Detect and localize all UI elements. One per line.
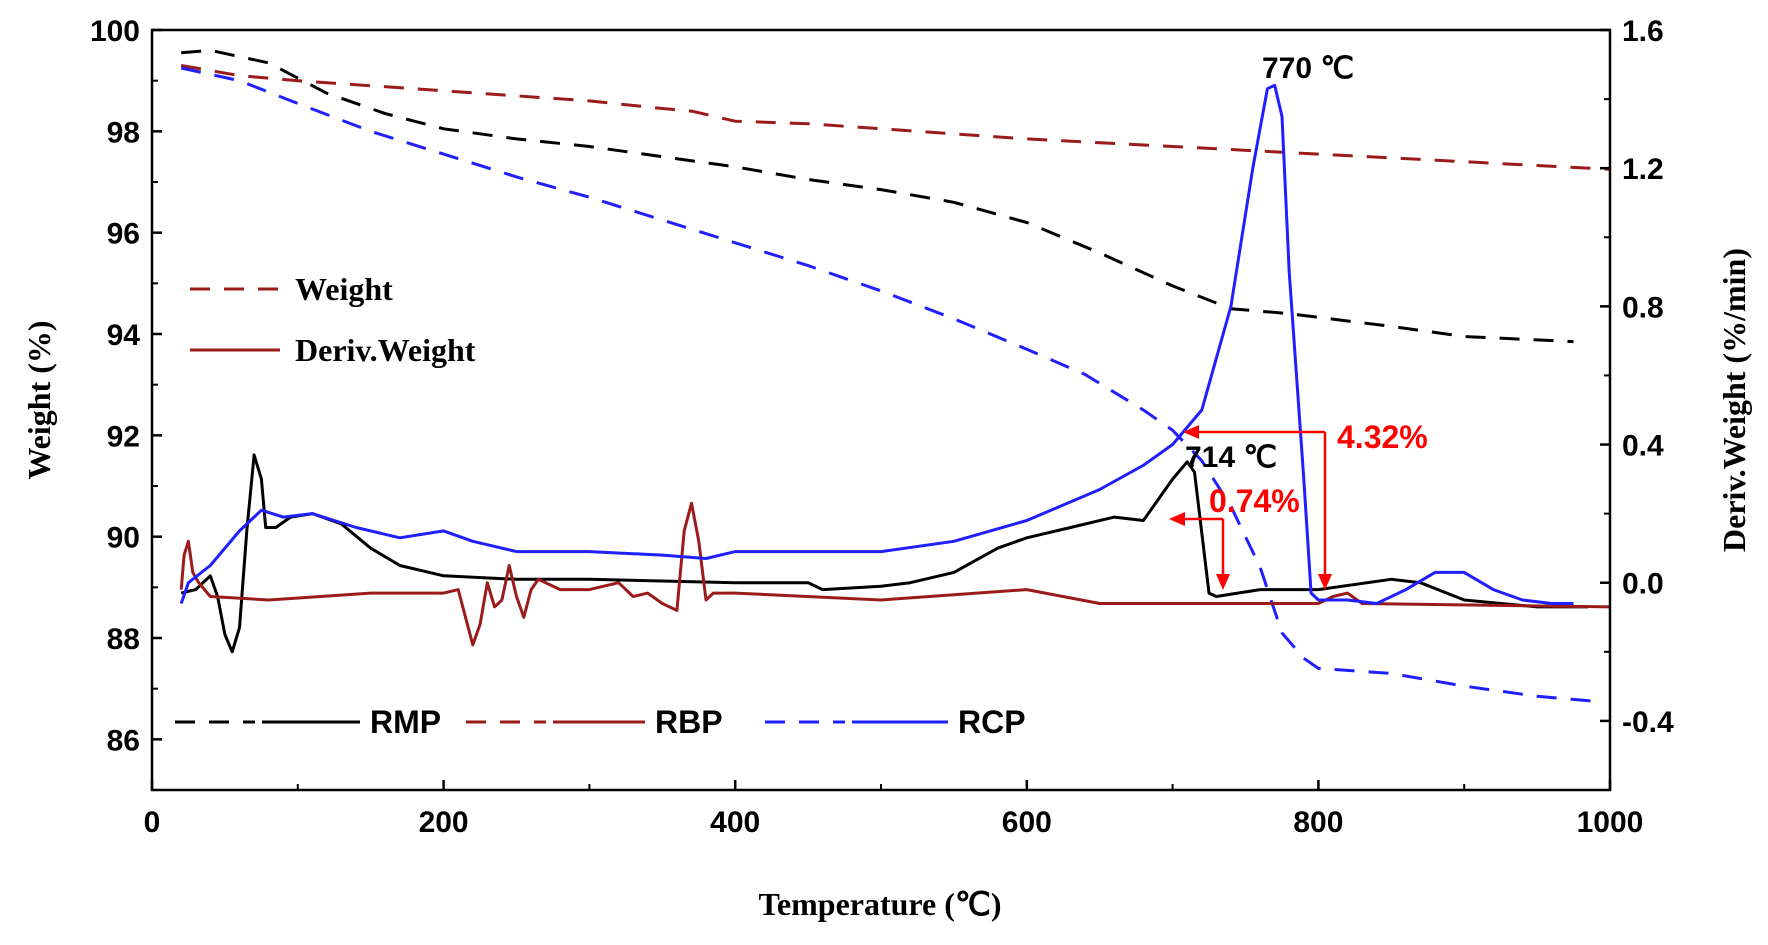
peak-label-rmp: 714 ℃ [1185, 441, 1277, 474]
x-tick-label: 200 [419, 806, 469, 839]
series-rmp-deriv [180, 453, 1589, 654]
y-right-tick-label: -0.4 [1622, 706, 1674, 739]
x-tick-label: 600 [1002, 806, 1052, 839]
y-right-tick-label: 1.6 [1622, 15, 1664, 48]
y-left-tick-label: 88 [107, 623, 140, 656]
y-right-tick-label: 0.0 [1622, 568, 1664, 601]
rmp-loss-harrow [1169, 512, 1185, 526]
loss-label-rcp: 4.32% [1337, 419, 1428, 455]
style-legend: Weight Deriv.Weight [190, 271, 476, 368]
x-axis-title: Temperature (℃) [759, 886, 1002, 922]
y-left-tick-label: 98 [107, 116, 140, 149]
rcp-loss-varrow [1318, 574, 1332, 590]
y-axis-left-title: Weight (%) [21, 320, 57, 479]
series-rcp-deriv [179, 83, 1574, 605]
x-tick-label: 400 [710, 806, 760, 839]
rcp-loss-harrow [1183, 425, 1199, 439]
x-tick-label: 0 [144, 806, 161, 839]
y-right-tick-label: 1.2 [1622, 153, 1664, 186]
peak-label-rcp: 770 ℃ [1262, 52, 1354, 85]
y-left-tick-label: 92 [107, 420, 140, 453]
y-left-tick-label: 90 [107, 522, 140, 555]
y-axis-right-title: Deriv.Weight (%/min) [1716, 248, 1752, 552]
series-rmp-weight [181, 48, 1574, 344]
series-rcp-weight [180, 66, 1596, 703]
series-rbp-weight [180, 64, 1611, 171]
loss-label-rmp: 0.74% [1209, 483, 1300, 519]
y-left-tick-label: 94 [107, 319, 141, 352]
y-right-tick-label: 0.8 [1622, 291, 1664, 324]
series-rbp-deriv [179, 501, 1611, 647]
annotations: 770 ℃ 714 ℃ 4.32% 0.74% [1169, 52, 1428, 590]
sample-legend: RMP RBP RCP [175, 704, 1026, 740]
plot-frame [150, 28, 1612, 792]
y-left-tick-label: 96 [107, 218, 140, 251]
legend-weight-label: Weight [295, 271, 393, 307]
y-left-tick-label: 100 [90, 15, 140, 48]
rmp-loss-varrow [1216, 574, 1230, 590]
legend-rbp-label: RBP [655, 704, 723, 740]
x-tick-label: 1000 [1577, 806, 1644, 839]
y-left-tick-label: 86 [107, 724, 140, 757]
y-right-tick-label: 0.4 [1622, 430, 1664, 463]
legend-deriv-label: Deriv.Weight [295, 332, 476, 368]
legend-rcp-label: RCP [958, 704, 1026, 740]
x-tick-label: 800 [1293, 806, 1343, 839]
legend-rmp-label: RMP [370, 704, 441, 740]
